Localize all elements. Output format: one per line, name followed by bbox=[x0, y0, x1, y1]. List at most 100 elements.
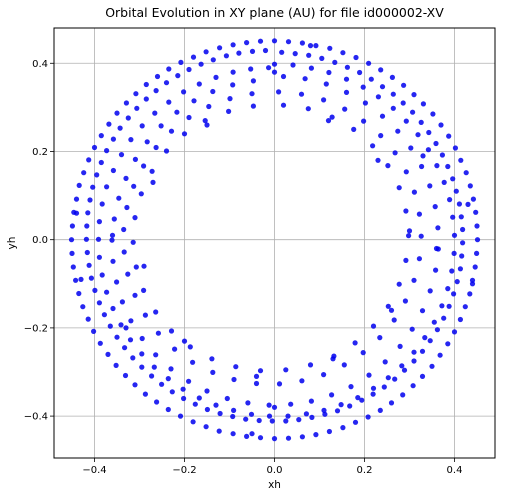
scatter-point bbox=[456, 201, 462, 207]
scatter-point bbox=[174, 109, 180, 115]
scatter-point bbox=[99, 201, 105, 207]
scatter-point bbox=[91, 328, 97, 334]
scatter-point bbox=[96, 300, 102, 306]
scatter-point bbox=[165, 406, 171, 413]
scatter-point bbox=[390, 105, 396, 111]
scatter-point bbox=[370, 143, 376, 149]
scatter-point bbox=[155, 330, 161, 336]
scatter-point bbox=[340, 50, 346, 56]
scatter-point bbox=[70, 264, 76, 270]
scatter-point bbox=[422, 335, 428, 341]
scatter-point bbox=[408, 145, 414, 151]
scatter-point bbox=[438, 122, 444, 128]
scatter-point bbox=[250, 78, 256, 84]
scatter-point bbox=[269, 418, 275, 424]
scatter-point bbox=[288, 401, 294, 407]
scatter-point bbox=[94, 172, 100, 178]
scatter-point bbox=[104, 184, 110, 190]
scatter-point bbox=[196, 395, 202, 401]
scatter-point bbox=[377, 407, 383, 413]
scatter-point bbox=[73, 277, 79, 283]
scatter-point bbox=[307, 362, 314, 368]
scatter-point bbox=[117, 125, 123, 131]
scatter-point bbox=[390, 91, 396, 97]
scatter-point bbox=[210, 369, 216, 375]
scatter-point bbox=[127, 337, 134, 343]
scatter-point bbox=[110, 136, 116, 142]
x-tick-label: 0.2 bbox=[357, 465, 373, 476]
scatter-point bbox=[186, 66, 192, 73]
scatter-point bbox=[104, 148, 110, 154]
scatter-point bbox=[98, 159, 104, 166]
scatter-point bbox=[271, 436, 278, 442]
scatter-point bbox=[249, 48, 256, 55]
scatter-point bbox=[186, 114, 192, 121]
scatter-point bbox=[406, 233, 412, 239]
scatter-point bbox=[359, 397, 365, 403]
scatter-point bbox=[474, 223, 480, 229]
scatter-point bbox=[425, 147, 431, 153]
scatter-point bbox=[271, 404, 278, 410]
scatter-point bbox=[419, 373, 426, 379]
scatter-point bbox=[196, 81, 202, 87]
scatter-point bbox=[230, 69, 236, 75]
scatter-point bbox=[411, 277, 417, 283]
scatter-point bbox=[168, 328, 175, 334]
scatter-point bbox=[142, 391, 148, 397]
scatter-point bbox=[139, 335, 145, 342]
scatter-point bbox=[181, 131, 188, 137]
scatter-point bbox=[473, 209, 479, 215]
scatter-point bbox=[128, 318, 134, 324]
scatter-point bbox=[401, 367, 408, 373]
scatter-point bbox=[249, 91, 255, 97]
scatter-point bbox=[441, 179, 447, 185]
x-tick-label: −0.2 bbox=[172, 465, 196, 476]
scatter-point bbox=[105, 351, 111, 357]
scatter-point bbox=[403, 208, 409, 214]
scatter-point bbox=[325, 118, 332, 124]
scatter-point bbox=[360, 84, 366, 90]
scatter-point bbox=[462, 304, 468, 310]
scatter-point bbox=[299, 434, 305, 440]
scatter-point bbox=[355, 395, 361, 401]
scatter-point bbox=[153, 88, 159, 94]
scatter-point bbox=[139, 364, 145, 370]
scatter-point bbox=[130, 239, 136, 245]
scatter-point bbox=[409, 326, 415, 332]
y-tick-label: −0.2 bbox=[24, 323, 48, 334]
scatter-point bbox=[370, 385, 377, 391]
scatter-point bbox=[399, 363, 405, 369]
scatter-point bbox=[166, 66, 172, 72]
scatter-point bbox=[352, 419, 359, 425]
scatter-point bbox=[132, 382, 138, 388]
y-axis-ticks: −0.4 −0.2 0.0 0.2 0.4 bbox=[24, 59, 54, 423]
scatter-point bbox=[445, 286, 451, 292]
scatter-point bbox=[266, 402, 272, 408]
scatter-point bbox=[305, 106, 311, 112]
scatter-point bbox=[400, 392, 406, 398]
scatter-point bbox=[107, 323, 113, 329]
scatter-point bbox=[431, 319, 437, 325]
scatter-point bbox=[319, 55, 325, 62]
scatter-point bbox=[248, 66, 254, 72]
scatter-point bbox=[121, 226, 127, 233]
scatter-point bbox=[470, 196, 476, 202]
scatter-point bbox=[250, 103, 256, 109]
scatter-point bbox=[298, 91, 305, 97]
scatter-point bbox=[454, 279, 460, 285]
scatter-point bbox=[192, 401, 198, 407]
scatter-point bbox=[343, 89, 350, 95]
scatter-point bbox=[163, 148, 170, 154]
scatter-point bbox=[375, 157, 381, 163]
scatter-point bbox=[123, 175, 129, 181]
scatter-point bbox=[96, 219, 102, 225]
scatter-point bbox=[138, 191, 144, 197]
scatter-point bbox=[190, 54, 197, 60]
scatter-point bbox=[342, 106, 348, 112]
scatter-point bbox=[68, 237, 75, 243]
scatter-point bbox=[366, 60, 372, 66]
scatter-point bbox=[389, 74, 395, 80]
scatter-point bbox=[292, 51, 298, 57]
scatter-point bbox=[99, 272, 105, 278]
